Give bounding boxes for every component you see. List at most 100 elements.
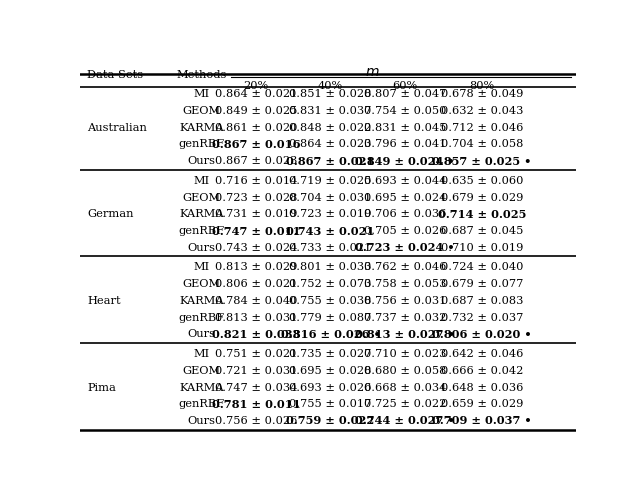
- Text: 0.743 ± 0.024: 0.743 ± 0.024: [215, 243, 297, 253]
- Text: 0.864 ± 0.023: 0.864 ± 0.023: [289, 140, 372, 149]
- Text: 0.755 ± 0.038: 0.755 ± 0.038: [289, 296, 372, 306]
- Text: 0.725 ± 0.022: 0.725 ± 0.022: [364, 399, 446, 409]
- Text: 0.680 ± 0.058: 0.680 ± 0.058: [364, 366, 446, 376]
- Text: 0.801 ± 0.033: 0.801 ± 0.033: [289, 263, 372, 272]
- Text: 0.779 ± 0.087: 0.779 ± 0.087: [289, 313, 372, 323]
- Text: 0.867 ± 0.021: 0.867 ± 0.021: [286, 156, 375, 166]
- Text: 0.732 ± 0.037: 0.732 ± 0.037: [440, 313, 523, 323]
- Text: genRBF: genRBF: [179, 226, 225, 236]
- Text: GEOM: GEOM: [182, 106, 221, 116]
- Text: 0.796 ± 0.041: 0.796 ± 0.041: [364, 140, 446, 149]
- Text: 0.679 ± 0.077: 0.679 ± 0.077: [440, 279, 523, 289]
- Text: 0.849 ± 0.025: 0.849 ± 0.025: [215, 106, 297, 116]
- Text: 0.864 ± 0.021: 0.864 ± 0.021: [215, 89, 297, 99]
- Text: 0.754 ± 0.050: 0.754 ± 0.050: [364, 106, 446, 116]
- Text: 0.710 ± 0.023: 0.710 ± 0.023: [364, 349, 446, 359]
- Text: 0.857 ± 0.025 •: 0.857 ± 0.025 •: [432, 156, 531, 166]
- Text: genRBF: genRBF: [179, 399, 225, 409]
- Text: 0.747 ± 0.034: 0.747 ± 0.034: [215, 383, 297, 392]
- Text: 0.784 ± 0.040: 0.784 ± 0.040: [215, 296, 297, 306]
- Text: 0.781 ± 0.011: 0.781 ± 0.011: [212, 399, 300, 410]
- Text: 0.816 ± 0.026 •: 0.816 ± 0.026 •: [280, 329, 380, 340]
- Text: 0.687 ± 0.083: 0.687 ± 0.083: [440, 296, 523, 306]
- Text: 0.813 ± 0.029: 0.813 ± 0.029: [215, 263, 297, 272]
- Text: 0.755 ± 0.017: 0.755 ± 0.017: [289, 399, 372, 409]
- Text: 0.635 ± 0.060: 0.635 ± 0.060: [440, 176, 523, 186]
- Text: Data Sets: Data Sets: [88, 70, 143, 81]
- Text: 0.704 ± 0.058: 0.704 ± 0.058: [440, 140, 523, 149]
- Text: 0.747 ± 0.011: 0.747 ± 0.011: [212, 225, 300, 237]
- Text: GEOM: GEOM: [182, 366, 221, 376]
- Text: 0.632 ± 0.043: 0.632 ± 0.043: [440, 106, 523, 116]
- Text: 0.709 ± 0.037 •: 0.709 ± 0.037 •: [432, 415, 532, 427]
- Text: 0.705 ± 0.026: 0.705 ± 0.026: [364, 226, 446, 236]
- Text: Methods: Methods: [177, 70, 227, 81]
- Text: 0.733 ± 0.021: 0.733 ± 0.021: [289, 243, 372, 253]
- Text: Ours: Ours: [188, 243, 216, 253]
- Text: 0.831 ± 0.045: 0.831 ± 0.045: [364, 122, 446, 133]
- Text: Heart: Heart: [88, 296, 121, 306]
- Text: 40%: 40%: [318, 81, 343, 91]
- Text: 0.723 ± 0.019: 0.723 ± 0.019: [289, 209, 372, 219]
- Text: 0.756 ± 0.031: 0.756 ± 0.031: [364, 296, 446, 306]
- Text: 0.848 ± 0.022: 0.848 ± 0.022: [289, 122, 372, 133]
- Text: 60%: 60%: [392, 81, 417, 91]
- Text: 0.752 ± 0.073: 0.752 ± 0.073: [289, 279, 372, 289]
- Text: 0.751 ± 0.021: 0.751 ± 0.021: [215, 349, 297, 359]
- Text: KARMA: KARMA: [179, 296, 224, 306]
- Text: 0.821 ± 0.033: 0.821 ± 0.033: [212, 329, 300, 340]
- Text: 0.687 ± 0.045: 0.687 ± 0.045: [440, 226, 523, 236]
- Text: 0.867 ± 0.016: 0.867 ± 0.016: [212, 139, 300, 150]
- Text: Ours: Ours: [188, 416, 216, 426]
- Text: 0.806 ± 0.021: 0.806 ± 0.021: [215, 279, 297, 289]
- Text: GEOM: GEOM: [182, 193, 221, 203]
- Text: 0.716 ± 0.014: 0.716 ± 0.014: [215, 176, 297, 186]
- Text: genRBF: genRBF: [179, 313, 225, 323]
- Text: 0.731 ± 0.019: 0.731 ± 0.019: [215, 209, 297, 219]
- Text: $m$: $m$: [365, 65, 380, 79]
- Text: 0.710 ± 0.019: 0.710 ± 0.019: [440, 243, 523, 253]
- Text: 0.813 ± 0.031: 0.813 ± 0.031: [215, 313, 297, 323]
- Text: 0.756 ± 0.026: 0.756 ± 0.026: [215, 416, 297, 426]
- Text: 0.712 ± 0.046: 0.712 ± 0.046: [440, 122, 523, 133]
- Text: 0.807 ± 0.047: 0.807 ± 0.047: [364, 89, 446, 99]
- Text: 0.695 ± 0.028: 0.695 ± 0.028: [289, 366, 372, 376]
- Text: 0.659 ± 0.029: 0.659 ± 0.029: [440, 399, 523, 409]
- Text: 0.704 ± 0.031: 0.704 ± 0.031: [289, 193, 372, 203]
- Text: 0.849 ± 0.024 •: 0.849 ± 0.024 •: [355, 156, 454, 166]
- Text: 0.693 ± 0.026: 0.693 ± 0.026: [289, 383, 372, 392]
- Text: 0.693 ± 0.044: 0.693 ± 0.044: [364, 176, 446, 186]
- Text: MI: MI: [193, 89, 209, 99]
- Text: KARMA: KARMA: [179, 122, 224, 133]
- Text: 0.861 ± 0.020: 0.861 ± 0.020: [215, 122, 297, 133]
- Text: 0.737 ± 0.032: 0.737 ± 0.032: [364, 313, 446, 323]
- Text: 0.695 ± 0.024: 0.695 ± 0.024: [364, 193, 446, 203]
- Text: 0.679 ± 0.029: 0.679 ± 0.029: [440, 193, 523, 203]
- Text: 0.723 ± 0.024 •: 0.723 ± 0.024 •: [355, 242, 454, 253]
- Text: Australian: Australian: [88, 122, 147, 133]
- Text: 20%: 20%: [243, 81, 269, 91]
- Text: Ours: Ours: [188, 156, 216, 166]
- Text: 0.759 ± 0.022: 0.759 ± 0.022: [286, 415, 374, 427]
- Text: 0.642 ± 0.046: 0.642 ± 0.046: [440, 349, 523, 359]
- Text: 0.678 ± 0.049: 0.678 ± 0.049: [440, 89, 523, 99]
- Text: 0.743 ± 0.021: 0.743 ± 0.021: [286, 225, 375, 237]
- Text: MI: MI: [193, 263, 209, 272]
- Text: GEOM: GEOM: [182, 279, 221, 289]
- Text: genRBF: genRBF: [179, 140, 225, 149]
- Text: MI: MI: [193, 349, 209, 359]
- Text: 80%: 80%: [469, 81, 494, 91]
- Text: 0.721 ± 0.031: 0.721 ± 0.031: [215, 366, 297, 376]
- Text: 0.851 ± 0.028: 0.851 ± 0.028: [289, 89, 372, 99]
- Text: 0.706 ± 0.036: 0.706 ± 0.036: [364, 209, 446, 219]
- Text: 0.758 ± 0.053: 0.758 ± 0.053: [364, 279, 446, 289]
- Text: German: German: [88, 209, 134, 219]
- Text: 0.831 ± 0.037: 0.831 ± 0.037: [289, 106, 372, 116]
- Text: 0.648 ± 0.036: 0.648 ± 0.036: [440, 383, 523, 392]
- Text: 0.714 ± 0.025: 0.714 ± 0.025: [438, 209, 526, 220]
- Text: KARMA: KARMA: [179, 209, 224, 219]
- Text: 0.867 ± 0.023: 0.867 ± 0.023: [215, 156, 297, 166]
- Text: 0.723 ± 0.028: 0.723 ± 0.028: [215, 193, 297, 203]
- Text: 0.813 ± 0.027 •: 0.813 ± 0.027 •: [355, 329, 455, 340]
- Text: 0.735 ± 0.027: 0.735 ± 0.027: [289, 349, 372, 359]
